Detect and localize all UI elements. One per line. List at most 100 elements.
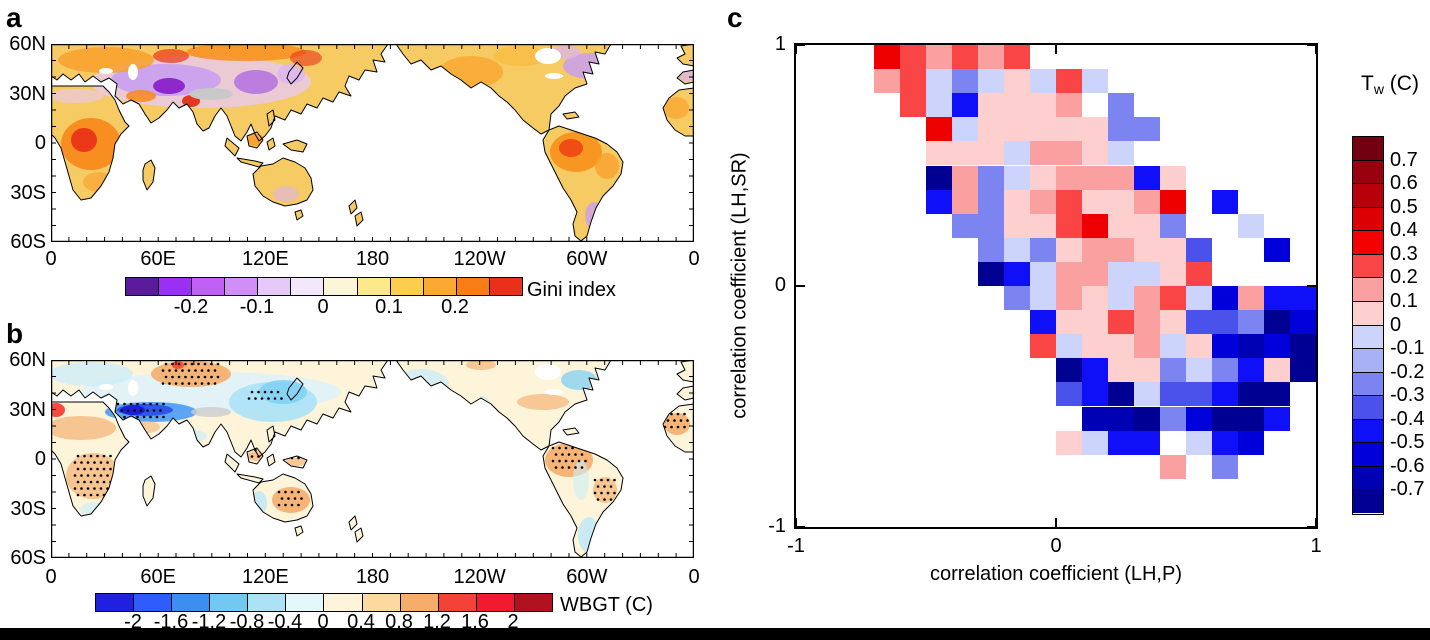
stipple-dot bbox=[603, 485, 606, 488]
stipple-dot bbox=[164, 375, 168, 379]
heatmap-cell bbox=[952, 213, 978, 238]
map-a-ytick-60S: 60S bbox=[10, 231, 46, 253]
stipple-dot bbox=[210, 375, 213, 379]
heatmap-cell bbox=[1238, 358, 1264, 383]
shading-blob bbox=[191, 407, 231, 417]
map-a-ytick-0: 0 bbox=[34, 132, 46, 154]
heatmap-cell bbox=[1004, 213, 1030, 238]
stipple-dot bbox=[177, 375, 181, 379]
heatmap-cell bbox=[1004, 237, 1030, 262]
landmass-north-america bbox=[396, 360, 611, 450]
heatmap-cell bbox=[1134, 286, 1160, 311]
heatmap-cell bbox=[1108, 237, 1134, 262]
heatmap-cell bbox=[1212, 454, 1238, 479]
heatmap-cell bbox=[1030, 286, 1056, 311]
heatmap-cell bbox=[1186, 358, 1212, 383]
stipple-dot bbox=[83, 454, 86, 458]
c-axis-tick bbox=[795, 518, 797, 527]
shading-blob bbox=[121, 405, 145, 415]
map-a-xtick-180: 180 bbox=[355, 248, 390, 270]
colorbar-tick-label: 1.2 bbox=[423, 611, 451, 633]
stipple-dot bbox=[609, 498, 613, 501]
stipple-dot bbox=[73, 474, 77, 477]
stipple-dot bbox=[120, 409, 123, 412]
colorbar-tick-label: -1.6 bbox=[153, 611, 189, 633]
stipple-dot bbox=[200, 369, 204, 372]
stipple-dot bbox=[257, 390, 260, 394]
colorbar-segment bbox=[192, 278, 226, 295]
heatmap-cell bbox=[1056, 382, 1082, 407]
stipple-dot bbox=[123, 415, 126, 419]
colorbar-segment bbox=[1353, 419, 1383, 444]
stipple-dot bbox=[683, 412, 686, 416]
stipple-dot bbox=[263, 390, 267, 394]
heatmap-cell bbox=[1056, 286, 1082, 311]
colorbar-segment bbox=[1353, 325, 1383, 350]
map-b-xtick-120W: 120W bbox=[453, 566, 506, 588]
map-a-xtick-120E: 120E bbox=[241, 248, 289, 270]
map-b-xtick-0: 0 bbox=[45, 566, 57, 588]
colorbar-tw-tick-label: 0.4 bbox=[1390, 219, 1418, 242]
stipple-dot bbox=[184, 362, 187, 366]
colorbar-segment bbox=[291, 278, 325, 295]
colorbar-segment bbox=[1353, 137, 1383, 161]
shading-blob bbox=[466, 360, 496, 370]
colorbar-tick-label: 0.2 bbox=[441, 296, 469, 318]
heatmap-cell bbox=[926, 141, 952, 166]
landmass-tasmania bbox=[295, 210, 303, 220]
shading-blob bbox=[277, 64, 305, 84]
stipple-dot bbox=[73, 461, 77, 464]
shading-blob bbox=[153, 78, 185, 94]
heatmap-cell bbox=[1186, 261, 1212, 286]
stipple-dot bbox=[277, 490, 281, 494]
stipple-dot bbox=[80, 487, 83, 490]
stipple-dot bbox=[280, 397, 283, 400]
landmass-new-guinea bbox=[283, 140, 307, 152]
heatmap-cell bbox=[978, 213, 1004, 238]
stipple-dot bbox=[596, 498, 600, 501]
stipple-dot bbox=[99, 461, 103, 464]
heatmap-cell bbox=[900, 69, 926, 94]
heatmap-cell bbox=[1238, 334, 1264, 359]
heatmap-cell bbox=[1212, 189, 1238, 214]
map-b-ytick-30N: 30N bbox=[9, 398, 46, 421]
stipple-dot bbox=[277, 503, 281, 507]
c-axis-tick bbox=[1315, 518, 1317, 527]
heatmap-cell bbox=[1082, 286, 1108, 311]
heatmap-cell bbox=[1264, 358, 1290, 383]
map-b-xtick-120E: 120E bbox=[241, 566, 289, 588]
stipple-dot bbox=[571, 459, 574, 463]
heatmap-cell bbox=[1108, 261, 1134, 286]
stipple-dot bbox=[109, 493, 112, 497]
stipple-dot bbox=[89, 480, 93, 484]
heatmap-cell bbox=[1056, 69, 1082, 94]
stipple-dot bbox=[613, 491, 616, 495]
map-a-xtick-60E: 60E bbox=[140, 248, 176, 270]
heatmap-cell bbox=[1030, 189, 1056, 214]
stipple-dot bbox=[564, 446, 568, 450]
shading-blob bbox=[151, 361, 231, 387]
colorbar-tw-tick-label: -0.2 bbox=[1390, 360, 1425, 383]
stipple-dot bbox=[73, 487, 77, 490]
shading-blob bbox=[153, 49, 189, 63]
heatmap-cell bbox=[1212, 334, 1238, 359]
heatmap-cell bbox=[874, 69, 900, 94]
heatmap-cell bbox=[1056, 334, 1082, 359]
heatmap-cell bbox=[1264, 382, 1290, 407]
shading-blob bbox=[259, 380, 307, 404]
heatmap-cell bbox=[1082, 261, 1108, 286]
stipple-dot bbox=[149, 402, 152, 406]
stipple-dot bbox=[613, 478, 616, 482]
map-a-xtick-0: 0 bbox=[45, 248, 57, 270]
heatmap-cell bbox=[1030, 310, 1056, 335]
stipple-dot bbox=[126, 409, 130, 412]
shading-blob bbox=[51, 362, 133, 386]
heatmap-cell bbox=[952, 117, 978, 142]
colorbar-tick-label: 1.6 bbox=[461, 611, 489, 633]
colorbar-segment bbox=[476, 594, 515, 611]
heatmap-cell bbox=[1056, 189, 1082, 214]
landmass-tasmania bbox=[295, 526, 303, 536]
heatmap-cell bbox=[1108, 93, 1134, 118]
stipple-dot bbox=[89, 467, 93, 471]
colorbar-segment bbox=[286, 594, 325, 611]
